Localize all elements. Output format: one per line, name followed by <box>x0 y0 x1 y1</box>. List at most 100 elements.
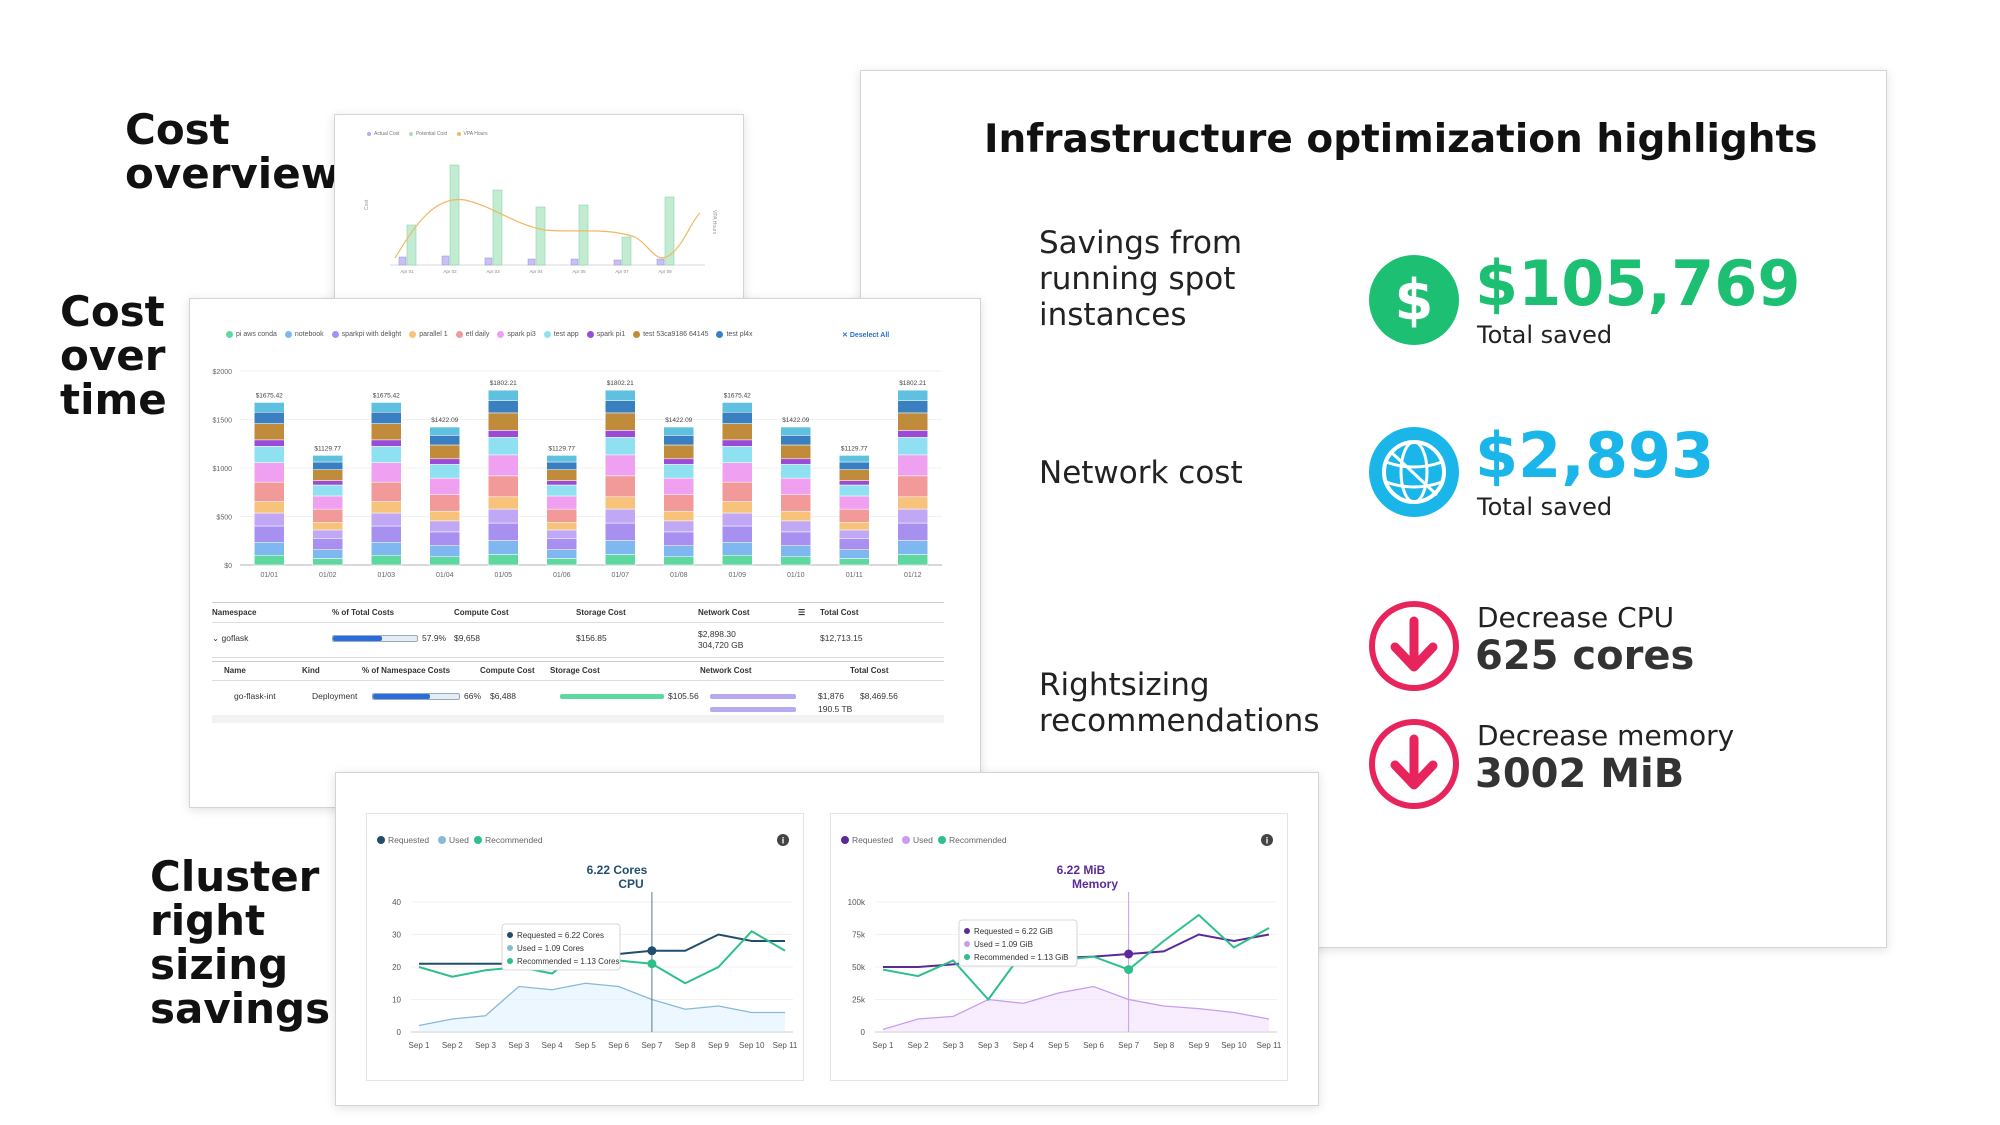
stacked-bar-segment <box>371 402 402 413</box>
row-namespace-value: goflask <box>221 633 249 643</box>
cost-overview-chart: Cost VPA Hours Apr 01 Apr 02 Apr 03 Apr 04 A… <box>364 164 717 274</box>
col-network[interactable]: Network Cost <box>700 666 752 675</box>
x-tick-label: Sep 8 <box>675 1041 696 1050</box>
stacked-bar-segment <box>488 496 519 510</box>
overview-bar-potential <box>664 196 675 266</box>
column-menu-icon[interactable]: ☰ <box>798 608 806 617</box>
stacked-bar-segment <box>780 520 811 533</box>
chart-legend-item[interactable]: Used <box>438 835 469 845</box>
info-icon-glyph: i <box>1266 836 1269 846</box>
legend-item[interactable]: test app <box>543 331 579 338</box>
legend-item[interactable]: spark pi1 <box>586 331 625 338</box>
row-compute: $9,658 <box>454 633 480 643</box>
label-cluster-right-sizing: Cluster right sizing savings <box>150 855 330 1031</box>
chart-title-unit: Memory <box>1072 877 1118 891</box>
stacked-bar-segment <box>839 558 870 566</box>
col-namespace[interactable]: Namespace <box>212 608 257 617</box>
tooltip-line: Used = 1.09 Cores <box>517 944 584 953</box>
stacked-bar-segment <box>488 522 519 541</box>
row-network: $2,898.30 304,720 GB <box>698 629 820 651</box>
stacked-bar-segment <box>371 462 402 483</box>
stacked-bar-segment <box>780 458 811 465</box>
stacked-bar-segment <box>254 501 285 514</box>
col-kind[interactable]: Kind <box>302 666 320 675</box>
legend-dot <box>841 836 849 844</box>
sub-table-row[interactable]: go-flask-int Deployment 66% $6,488 $105.… <box>212 691 944 714</box>
chart-legend-item[interactable]: Used <box>902 835 933 845</box>
network-cost-label: Network cost <box>1039 455 1243 491</box>
stacked-bar-segment <box>488 454 519 477</box>
chart-legend-item[interactable]: Recommended <box>938 835 1007 845</box>
stacked-bar-segment <box>722 411 753 424</box>
hover-point-recommended <box>647 959 657 969</box>
stacked-bar-segment <box>897 454 928 477</box>
stacked-bar-segment <box>371 554 402 566</box>
info-icon[interactable]: i <box>1261 834 1273 846</box>
col-compute[interactable]: Compute Cost <box>454 608 509 617</box>
tooltip-dot <box>964 954 970 960</box>
chevron-down-icon[interactable]: ⌄ <box>212 633 220 643</box>
x-tick-label: Sep 10 <box>739 1041 765 1050</box>
col-pct-namespace[interactable]: % of Namespace Costs <box>362 666 451 675</box>
x-tick-label: 01/02 <box>319 572 337 579</box>
legend-item[interactable]: pi aws conda <box>226 331 277 338</box>
stacked-bar-segment <box>897 430 928 438</box>
overview-ylabel-left: Cost <box>364 199 370 210</box>
legend-item[interactable]: test pl4x <box>716 331 753 338</box>
deselect-all-button[interactable]: ✕ Deselect All <box>842 332 890 339</box>
overview-x-label: Apr 03 <box>486 269 500 274</box>
stacked-bar-segment <box>663 510 694 522</box>
series-line-used <box>882 985 1270 1031</box>
stacked-bar-segment <box>839 461 870 470</box>
x-tick-label: 01/08 <box>670 572 688 579</box>
col-name[interactable]: Name <box>224 666 246 675</box>
table-row[interactable]: ⌄ goflask 57.9% $9,658 $156.85 $2,898.30… <box>212 629 944 651</box>
stacked-bar-segment <box>546 558 577 566</box>
col-total[interactable]: Total Cost <box>850 666 889 675</box>
bar-total-label: $1129.77 <box>841 445 868 452</box>
stacked-bar-segment <box>488 508 519 524</box>
stacked-bar-segment <box>663 426 694 436</box>
pct-bar-fill <box>373 694 430 699</box>
x-tick-label: Sep 6 <box>1083 1041 1104 1050</box>
hover-point-recommended <box>1124 965 1134 975</box>
chart-legend-item[interactable]: Requested <box>841 835 893 845</box>
stacked-bar-segment <box>897 437 928 456</box>
y-tick-label: 100k <box>848 898 866 907</box>
overview-ylabel-right: VPA Hours <box>711 210 717 235</box>
stacked-bar-segment <box>839 529 870 539</box>
stacked-bar-segment <box>605 540 636 555</box>
stacked-bar-segment <box>371 423 402 441</box>
legend-item[interactable]: spark pi3 <box>497 331 536 338</box>
legend-dot <box>543 331 551 338</box>
legend-item[interactable]: parallel 1 <box>409 331 448 338</box>
stacked-bar-segment <box>429 494 460 512</box>
legend-item[interactable]: etl daily <box>455 331 489 338</box>
col-storage[interactable]: Storage Cost <box>550 666 600 675</box>
legend-label: Recommended <box>949 835 1007 845</box>
legend-dot <box>474 836 482 844</box>
col-compute[interactable]: Compute Cost <box>480 666 535 675</box>
label-line: running spot <box>1039 261 1236 297</box>
chart-legend-item[interactable]: Requested <box>377 835 429 845</box>
sub-row-pct: 66% <box>372 691 490 701</box>
col-total[interactable]: Total Cost <box>820 608 859 617</box>
label-line: Cost <box>60 287 165 336</box>
legend-dot <box>455 331 463 338</box>
col-pct-total[interactable]: % of Total Costs <box>332 608 395 617</box>
tooltip-dot <box>964 928 970 934</box>
legend-item[interactable]: sparkpi with delight <box>331 331 401 338</box>
stacked-bar-segment <box>605 437 636 456</box>
x-tick-label: Sep 7 <box>641 1041 662 1050</box>
stacked-bar-segment <box>429 545 460 557</box>
legend-item[interactable]: test 53ca9186 64145 <box>633 331 708 338</box>
col-network[interactable]: Network Cost <box>698 608 750 617</box>
col-storage[interactable]: Storage Cost <box>576 608 626 617</box>
y-tick-label: $2000 <box>213 369 233 376</box>
info-icon[interactable]: i <box>777 834 789 846</box>
stacked-bar-segment <box>780 531 811 546</box>
stacked-bar-segment <box>254 411 285 424</box>
stacked-bar-segment <box>897 496 928 510</box>
legend-item[interactable]: notebook <box>284 331 324 338</box>
chart-legend-item[interactable]: Recommended <box>474 835 543 845</box>
